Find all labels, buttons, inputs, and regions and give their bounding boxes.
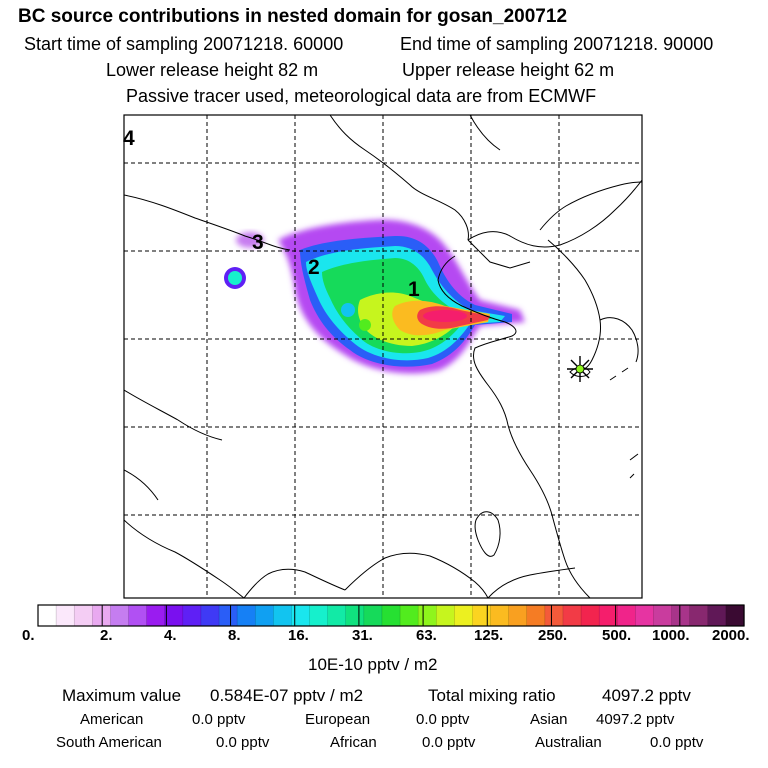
- colorbar-cell: [146, 605, 166, 626]
- colorbar-cell: [436, 605, 455, 626]
- region-label-3: 3: [252, 231, 264, 254]
- plume-green-spot: [359, 319, 371, 331]
- colorbar-tick-1000: 1000.: [652, 627, 690, 644]
- colorbar-cell: [74, 605, 93, 626]
- colorbar-cell: [363, 605, 383, 626]
- colorbar-cell: [544, 605, 564, 626]
- colorbar-cell: [508, 605, 528, 626]
- end-time: End time of sampling 20071218. 90000: [400, 34, 714, 54]
- region-label-1: 1: [408, 278, 420, 301]
- region-value-american: 0.0 pptv: [192, 711, 246, 728]
- plume-peak: [423, 310, 467, 322]
- colorbar-cell: [689, 605, 709, 626]
- colorbar-tick-500: 500.: [602, 627, 632, 644]
- colorbar-cell: [725, 605, 745, 626]
- colorbar-cell: [273, 605, 293, 626]
- colorbar-tick-125: 125.: [474, 627, 504, 644]
- plume-cyan-spot: [341, 303, 355, 317]
- colorbar-cell: [418, 605, 437, 626]
- colorbar-cell: [38, 605, 57, 626]
- colorbar-cell: [128, 605, 148, 626]
- total-mixing-value: 4097.2 pptv: [602, 686, 691, 705]
- colorbar-cell: [526, 605, 546, 626]
- colorbar-cell: [400, 605, 419, 626]
- colorbar-cell: [200, 605, 220, 626]
- colorbar-cell: [255, 605, 274, 626]
- colorbar-tick-16: 16.: [288, 627, 309, 644]
- colorbar-cell: [472, 605, 492, 626]
- region-value-african: 0.0 pptv: [422, 734, 476, 751]
- colorbar-cell: [219, 605, 238, 626]
- start-time: Start time of sampling 20071218. 60000: [24, 34, 344, 54]
- lower-release-height: Lower release height 82 m: [106, 60, 319, 80]
- colorbar-tick-250: 250.: [538, 627, 568, 644]
- colorbar-cell: [92, 605, 112, 626]
- colorbar-cell: [671, 605, 691, 626]
- colorbar-cell: [164, 605, 184, 626]
- region-name-african: African: [330, 734, 377, 751]
- region-label-4: 4: [123, 127, 135, 150]
- plot-title: BC source contributions in nested domain…: [18, 6, 568, 27]
- colorbar-tick-31: 31.: [352, 627, 373, 644]
- colorbar-tick-8: 8.: [228, 627, 241, 644]
- plume-patch-3: [236, 232, 264, 248]
- tracer-note: Passive tracer used, meteorological data…: [126, 86, 597, 106]
- colorbar-cell: [562, 605, 582, 626]
- upper-release-height: Upper release height 62 m: [402, 60, 615, 80]
- colorbar-frame: [37, 604, 745, 627]
- colorbar-tick-2000: 2000.: [712, 627, 750, 644]
- map-frame: [123, 114, 643, 599]
- region-name-asian: Asian: [530, 711, 568, 728]
- max-value: 0.584E-07 pptv / m2: [210, 686, 364, 705]
- colorbar-cell: [381, 605, 401, 626]
- region-value-asian: 4097.2 pptv: [596, 711, 675, 728]
- colorbar-cell: [454, 605, 474, 626]
- region-label-2: 2: [308, 256, 320, 279]
- colorbar-cell: [617, 605, 636, 626]
- colorbar-tick-0: 0.: [22, 627, 35, 644]
- colorbar-cell: [599, 605, 618, 626]
- colorbar-tick-63: 63.: [416, 627, 437, 644]
- total-mixing-label: Total mixing ratio: [428, 686, 556, 705]
- colorbar-cell: [309, 605, 329, 626]
- colorbar-tick-2: 2.: [100, 627, 113, 644]
- colorbar-cell: [291, 605, 311, 626]
- colorbar-tick-4: 4.: [164, 627, 177, 644]
- region-value-european: 0.0 pptv: [416, 711, 470, 728]
- colorbar-unit: 10E-10 pptv / m2: [308, 655, 438, 674]
- colorbar-cell: [653, 605, 673, 626]
- colorbar-cell: [490, 605, 510, 626]
- colorbar-cell: [581, 605, 600, 626]
- region-name-european: European: [305, 711, 371, 728]
- region-name-american: American: [80, 711, 144, 728]
- colorbar-cell: [110, 605, 130, 626]
- colorbar-cell: [635, 605, 655, 626]
- colorbar-cell: [237, 605, 256, 626]
- max-value-label: Maximum value: [62, 686, 182, 705]
- colorbar-cell: [345, 605, 365, 626]
- plume-patch-west-core: [228, 271, 242, 285]
- colorbar-cell: [182, 605, 202, 626]
- concentration-plume: [224, 219, 525, 374]
- region-value-australian: 0.0 pptv: [650, 734, 704, 751]
- region-name-south-american: South American: [56, 734, 162, 751]
- gridlines: [124, 115, 642, 598]
- star-receptor-icon: [567, 356, 593, 382]
- region-name-australian: Australian: [535, 734, 602, 751]
- colorbar-cell: [707, 605, 727, 626]
- colorbar-cell: [56, 605, 75, 626]
- colorbar-cell: [327, 605, 347, 626]
- region-value-south-american: 0.0 pptv: [216, 734, 270, 751]
- coastlines: [124, 115, 642, 598]
